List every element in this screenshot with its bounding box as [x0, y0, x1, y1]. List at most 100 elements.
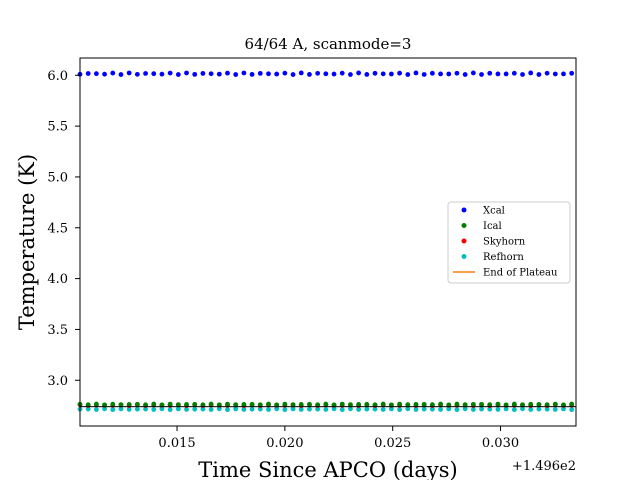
data-point — [339, 401, 345, 407]
data-point — [438, 71, 443, 77]
y-tick-label: 3.0 — [47, 374, 68, 389]
data-point — [118, 72, 124, 77]
data-point — [216, 71, 222, 77]
data-point — [479, 406, 484, 412]
data-point — [413, 407, 419, 412]
data-point — [446, 402, 452, 408]
data-point — [552, 71, 558, 77]
data-point — [536, 401, 542, 407]
data-point — [257, 402, 263, 408]
data-point — [372, 402, 378, 408]
data-point — [298, 70, 304, 76]
data-point — [339, 70, 345, 76]
data-point — [266, 407, 271, 412]
data-point — [184, 407, 189, 412]
data-point — [470, 70, 476, 76]
data-point — [544, 406, 550, 412]
data-point — [175, 402, 181, 408]
data-point — [462, 72, 468, 77]
x-tick-label: 0.030 — [482, 436, 519, 451]
x-axis-label: Time Since APCO (days) — [198, 458, 457, 480]
data-point — [93, 407, 99, 412]
data-point — [102, 71, 107, 77]
series-ical — [77, 401, 575, 408]
data-point — [487, 70, 493, 76]
data-point — [421, 401, 427, 407]
data-point — [397, 401, 402, 407]
data-point — [274, 71, 280, 77]
data-point — [364, 72, 370, 77]
data-point — [167, 407, 173, 413]
data-point — [536, 406, 542, 412]
data-point — [315, 406, 321, 412]
data-point — [323, 401, 329, 407]
data-point — [511, 70, 517, 76]
data-point — [503, 71, 509, 77]
y-tick-label: 5.0 — [47, 170, 68, 185]
data-point — [495, 71, 501, 77]
data-point — [495, 407, 501, 412]
y-tick-label: 5.5 — [47, 120, 68, 135]
legend-marker — [461, 254, 467, 259]
data-point — [175, 406, 181, 412]
data-point — [446, 71, 452, 77]
data-point — [257, 70, 263, 76]
data-point — [192, 71, 198, 77]
data-point — [274, 406, 280, 412]
data-point — [356, 70, 362, 76]
data-point — [225, 70, 230, 76]
data-point — [290, 402, 296, 408]
x-offset-label: +1.496e2 — [512, 459, 576, 474]
data-point — [282, 401, 288, 407]
x-tick-label: 0.025 — [374, 436, 411, 451]
data-point — [216, 406, 222, 412]
data-point — [331, 406, 337, 412]
data-point — [405, 402, 411, 408]
data-point — [143, 402, 148, 408]
data-point — [118, 406, 124, 412]
data-point — [511, 407, 517, 413]
data-point — [175, 72, 181, 77]
data-point — [356, 401, 362, 407]
legend-label: Skyhorn — [483, 237, 526, 248]
y-tick-label: 4.0 — [47, 272, 68, 287]
data-point — [151, 71, 157, 77]
data-point — [307, 401, 312, 407]
data-point — [438, 401, 443, 407]
data-point — [151, 401, 157, 407]
data-point — [479, 401, 484, 407]
data-point — [233, 402, 239, 408]
data-point — [339, 407, 345, 413]
data-point — [380, 71, 386, 77]
data-point — [323, 407, 329, 412]
data-point — [389, 402, 394, 408]
data-point — [184, 70, 189, 76]
data-point — [479, 72, 484, 77]
data-point — [520, 72, 525, 77]
data-point — [85, 71, 91, 76]
legend-marker — [461, 223, 467, 228]
data-point — [348, 406, 353, 412]
data-point — [110, 407, 116, 413]
x-axis-ticks: 0.015 0.020 0.025 0.030 — [158, 426, 519, 451]
data-point — [126, 402, 132, 407]
data-point — [429, 402, 435, 408]
chart-title: 64/64 A, scanmode=3 — [245, 35, 412, 53]
data-point — [438, 407, 443, 412]
data-point — [93, 401, 99, 407]
data-point — [429, 70, 435, 76]
data-point — [225, 401, 230, 407]
legend-label: Refhorn — [483, 252, 524, 263]
legend-label: End of Plateau — [483, 268, 558, 279]
data-point — [266, 71, 271, 77]
data-point — [200, 402, 206, 408]
data-point — [413, 70, 419, 76]
series-refhorn — [77, 406, 575, 413]
data-point — [323, 71, 329, 77]
data-point — [134, 71, 140, 77]
data-point — [167, 70, 173, 76]
y-tick-label: 6.0 — [47, 69, 68, 84]
legend-marker — [461, 207, 467, 213]
legend-marker — [461, 238, 467, 244]
